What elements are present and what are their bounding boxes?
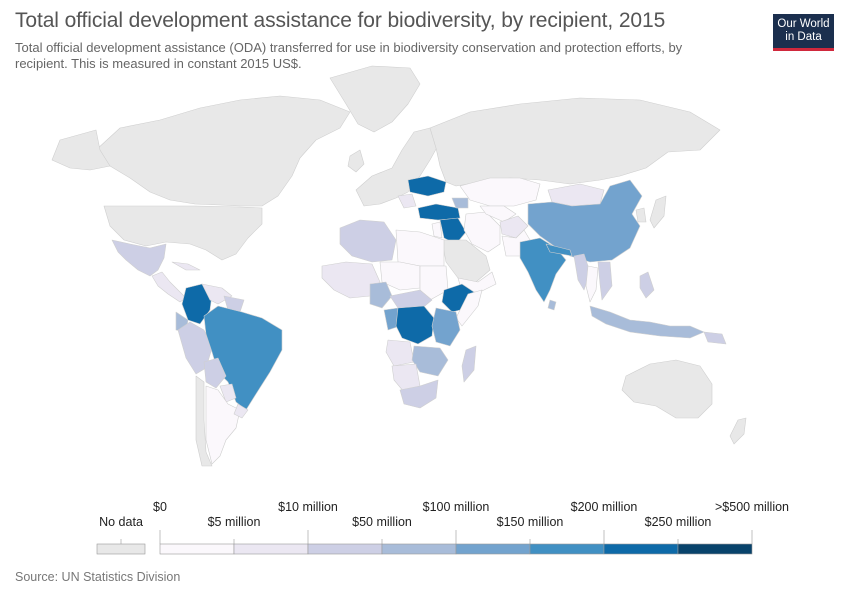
legend-no-data-label: No data — [99, 515, 143, 529]
country-brazil[interactable] — [203, 305, 283, 411]
country-morocco-algeria[interactable] — [339, 219, 397, 263]
country-europe[interactable] — [355, 127, 441, 207]
country-kenya-tanzania[interactable] — [431, 307, 461, 347]
source-note[interactable]: Source: UN Statistics Division — [15, 570, 181, 584]
country-balkans[interactable] — [397, 193, 417, 209]
country-india[interactable] — [519, 237, 567, 303]
country-peru[interactable] — [177, 321, 213, 375]
country-uruguay[interactable] — [233, 403, 249, 419]
legend-tick-label: >$500 million — [714, 500, 790, 514]
country-usa[interactable] — [103, 205, 263, 261]
legend-bin — [307, 543, 383, 555]
country-madagascar[interactable] — [461, 345, 477, 383]
legend-tick-label: $10 million — [278, 500, 338, 514]
country-turkey[interactable] — [417, 203, 461, 221]
logo-line-2: in Data — [785, 31, 822, 43]
country-korea[interactable] — [635, 207, 647, 223]
legend-tick-label: $0 — [153, 500, 167, 514]
country-saudi-arabia[interactable] — [441, 239, 491, 283]
country-uzbek-turkmen[interactable] — [479, 205, 517, 223]
country-paraguay[interactable] — [219, 383, 237, 403]
chart-title: Total official development assistance fo… — [15, 9, 666, 32]
owid-logo[interactable]: Our World in Data — [773, 14, 834, 51]
country-caucasus[interactable] — [451, 197, 469, 209]
country-jordan-lebanon[interactable] — [431, 221, 443, 239]
country-vietnam-laos[interactable] — [597, 261, 613, 301]
legend-bin — [603, 543, 679, 555]
country-uk[interactable] — [347, 149, 365, 173]
country-new-zealand[interactable] — [729, 417, 747, 445]
country-greenland[interactable] — [329, 65, 421, 133]
country-kazakhstan[interactable] — [459, 177, 541, 207]
country-mexico[interactable] — [111, 239, 167, 277]
legend-tick-label: $100 million — [422, 500, 490, 514]
legend-tick-label: $250 million — [644, 515, 712, 529]
legend — [96, 530, 753, 555]
legend-tick-label: $150 million — [496, 515, 564, 529]
country-japan[interactable] — [649, 195, 667, 229]
legend-bin — [529, 543, 605, 555]
country-central-america[interactable] — [151, 271, 187, 303]
legend-bin — [381, 543, 457, 555]
country-chile[interactable] — [195, 375, 213, 467]
country-cuba[interactable] — [171, 261, 201, 271]
country-indonesia[interactable] — [589, 305, 705, 339]
logo-line-1: Our World — [777, 18, 830, 30]
country-south-africa[interactable] — [399, 379, 439, 409]
legend-bin — [233, 543, 309, 555]
legend-tick-label: $200 million — [570, 500, 638, 514]
legend-tick-label: $50 million — [352, 515, 412, 529]
country-drc[interactable] — [395, 305, 435, 345]
country-sudan[interactable] — [419, 265, 449, 301]
country-canada[interactable] — [95, 95, 351, 207]
country-russia[interactable] — [429, 97, 721, 187]
country-australia[interactable] — [621, 359, 713, 419]
country-ukraine[interactable] — [407, 175, 447, 197]
legend-bin — [159, 543, 235, 555]
country-sri-lanka[interactable] — [547, 299, 557, 311]
country-somalia[interactable] — [455, 289, 483, 327]
legend-no-data-swatch — [96, 543, 146, 555]
country-argentina[interactable] — [205, 385, 241, 465]
chart-subtitle: Total official development assistance (O… — [15, 40, 683, 71]
country-philippines[interactable] — [639, 271, 655, 299]
country-china[interactable] — [527, 179, 643, 263]
country-syria-iraq[interactable] — [439, 217, 467, 245]
legend-bin — [455, 543, 531, 555]
country-nigeria[interactable] — [369, 281, 393, 309]
legend-bin — [677, 543, 753, 555]
country-papua-new-guinea[interactable] — [703, 331, 727, 345]
country-zambia-mozambique[interactable] — [411, 345, 449, 377]
country-thailand[interactable] — [585, 265, 599, 303]
country-central-africa[interactable] — [389, 289, 433, 311]
legend-tick-label: $5 million — [207, 515, 261, 529]
country-alaska[interactable] — [51, 129, 111, 171]
country-angola[interactable] — [385, 339, 415, 367]
country-nepal-bhutan[interactable] — [545, 243, 573, 257]
country-bolivia[interactable] — [203, 357, 227, 389]
